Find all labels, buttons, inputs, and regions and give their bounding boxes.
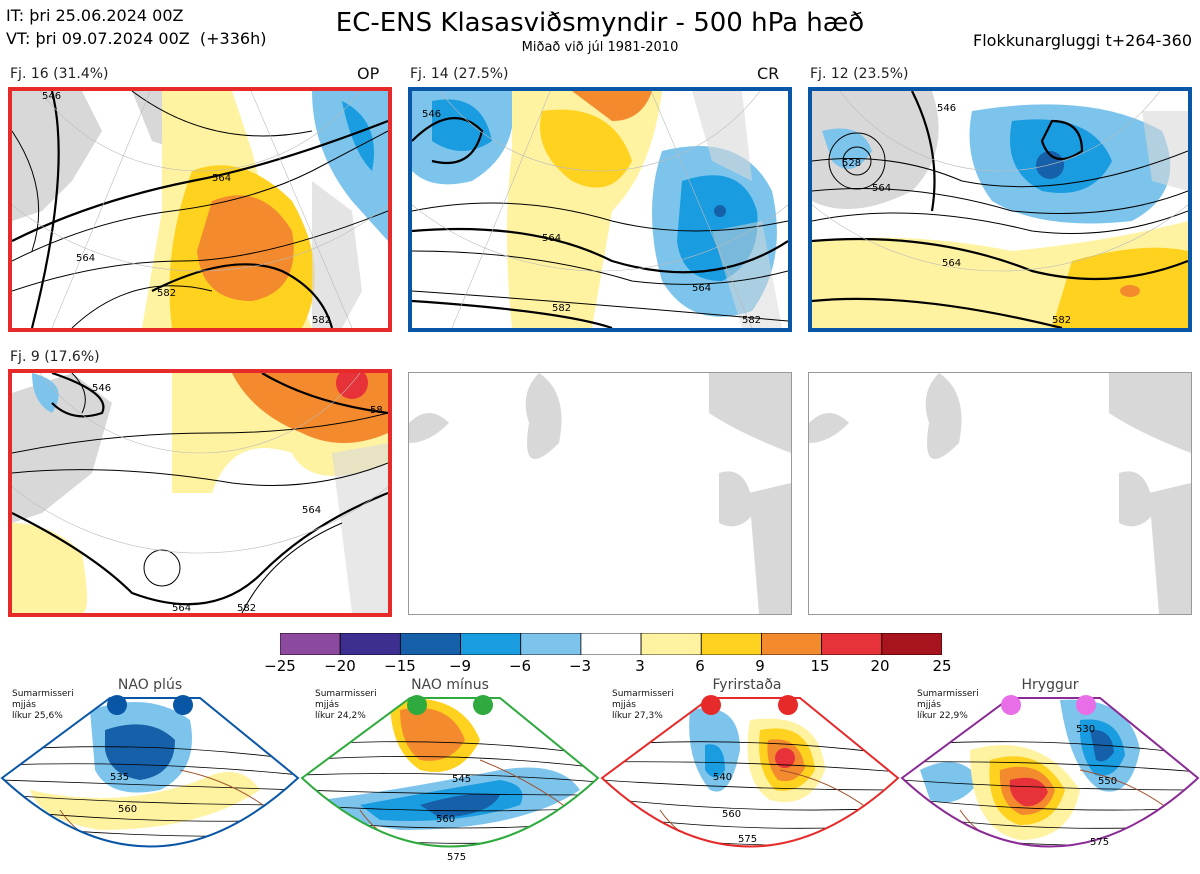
contour-label: 582: [1052, 315, 1071, 326]
regime-indicator-dot: [1076, 695, 1096, 715]
page-title: EC-ENS Klasasviðsmyndir - 500 hPa hæð: [335, 8, 865, 38]
panel-2-tag: CR: [757, 64, 780, 83]
contour-label: 546: [92, 383, 111, 394]
panel-1-tag: OP: [357, 64, 380, 83]
colorbar-tick: −25: [264, 657, 296, 675]
regime-indicator-dot: [407, 695, 427, 715]
colorbar-swatch: [339, 632, 401, 656]
regime-map-1: 535 560: [0, 690, 300, 870]
colorbar-tick: −20: [324, 657, 356, 675]
cluster-map-2: 546 564 564 582 582: [408, 87, 792, 332]
header-times: IT: þri 25.06.2024 00Z VT: þri 09.07.202…: [6, 4, 266, 50]
init-time: IT: þri 25.06.2024 00Z: [6, 6, 184, 25]
contour-label: 550: [1098, 776, 1117, 787]
regime-indicator-dot: [778, 695, 798, 715]
contour-label: 564: [172, 603, 191, 613]
regime-1-name: NAO plús: [117, 677, 183, 693]
clustering-window: Flokkunargluggi t+264-360: [973, 31, 1192, 50]
contour-label: 535: [110, 772, 129, 783]
regime-indicator-dot: [173, 695, 193, 715]
contour-label: 530: [1076, 724, 1095, 735]
panel-3-label: Fj. 12 (23.5%): [810, 66, 909, 82]
page-subtitle: Miðað við júl 1981-2010: [521, 40, 679, 55]
contour-label: 545: [452, 774, 471, 785]
colorbar-tick: 20: [870, 657, 890, 675]
panel-4-label: Fj. 9 (17.6%): [10, 349, 100, 365]
colorbar-swatch: [399, 632, 461, 656]
colorbar-tick: −15: [384, 657, 416, 675]
panel-2-label: Fj. 14 (27.5%): [410, 66, 509, 82]
contour-label: 575: [738, 834, 757, 845]
colorbar-swatch: [761, 632, 823, 656]
empty-map-5: [408, 372, 792, 615]
colorbar: [279, 632, 943, 656]
colorbar-tick: 6: [695, 657, 705, 675]
colorbar-tick: 3: [635, 657, 645, 675]
colorbar-swatch: [700, 632, 762, 656]
colorbar-tick: 15: [810, 657, 830, 675]
valid-time: VT: þri 09.07.2024 00Z (+336h): [6, 29, 267, 48]
panel-1-label: Fj. 16 (31.4%): [10, 66, 109, 82]
contour-label: 564: [302, 505, 321, 516]
contour-label: 582: [312, 315, 331, 326]
regime-indicator-dot: [701, 695, 721, 715]
contour-label: 564: [692, 283, 711, 294]
colorbar-swatch: [821, 632, 883, 656]
colorbar-tick: 25: [932, 657, 952, 675]
regime-2-name: NAO mínus: [411, 677, 489, 693]
regime-4-info: Sumarmisseri mjjás líkur 22,9%: [917, 689, 979, 721]
contour-label: 582: [157, 288, 176, 299]
contour-label: 564: [212, 173, 231, 184]
contour-label: 564: [76, 253, 95, 264]
colorbar-swatch: [460, 632, 522, 656]
contour-label: 582: [237, 603, 256, 613]
empty-map-6: [808, 372, 1192, 615]
contour-label: 564: [942, 258, 961, 269]
contour-label: 560: [722, 809, 741, 820]
contour-label: 575: [1090, 837, 1109, 848]
contour-label: 546: [422, 109, 441, 120]
colorbar-tick: −3: [568, 657, 592, 675]
contour-label: 546: [937, 103, 956, 114]
contour-label: 575: [447, 852, 466, 863]
contour-label: 546: [42, 91, 61, 102]
colorbar-ticks: −25 −20 −15 −9 −6 −3 3 6 9 15 20 25: [264, 657, 951, 677]
colorbar-swatch: [580, 632, 642, 656]
cluster-map-4: 546 564 564 582 58: [8, 369, 392, 617]
regime-map-4: 530 550 575: [900, 690, 1200, 870]
contour-label: 582: [742, 315, 761, 326]
colorbar-swatch: [520, 632, 582, 656]
colorbar-swatch: [640, 632, 702, 656]
colorbar-swatch: [881, 632, 943, 656]
contour-label: 58: [370, 405, 383, 416]
regime-indicator-dot: [1001, 695, 1021, 715]
regime-3-name: Fyrirstaða: [712, 677, 782, 693]
cluster-map-3: 546 528 564 564 582: [808, 87, 1192, 332]
colorbar-tick: −6: [508, 657, 532, 675]
regime-indicator-dot: [473, 695, 493, 715]
regime-indicator-dot: [107, 695, 127, 715]
cluster-map-1: 546 564 564 582 582: [8, 87, 392, 332]
regime-1-info: Sumarmisseri mjjás líkur 25,6%: [12, 689, 74, 721]
regime-3-info: Sumarmisseri mjjás líkur 27,3%: [612, 689, 674, 721]
contour-label: 528: [842, 158, 861, 169]
colorbar-swatches: [279, 632, 943, 656]
colorbar-swatch: [279, 632, 341, 656]
contour-label: 560: [436, 814, 455, 825]
contour-label: 564: [542, 233, 561, 244]
contour-label: 540: [713, 772, 732, 783]
colorbar-tick: −9: [448, 657, 472, 675]
regime-4-name: Hryggur: [1021, 677, 1079, 693]
contour-label: 582: [552, 303, 571, 314]
colorbar-tick: 9: [755, 657, 765, 675]
contour-label: 560: [118, 804, 137, 815]
contour-label: 564: [872, 183, 891, 194]
regime-map-3: 540 560 575: [600, 690, 900, 870]
regime-map-2: 545 560 575: [300, 690, 600, 870]
regime-2-info: Sumarmisseri mjjás líkur 24,2%: [315, 689, 377, 721]
